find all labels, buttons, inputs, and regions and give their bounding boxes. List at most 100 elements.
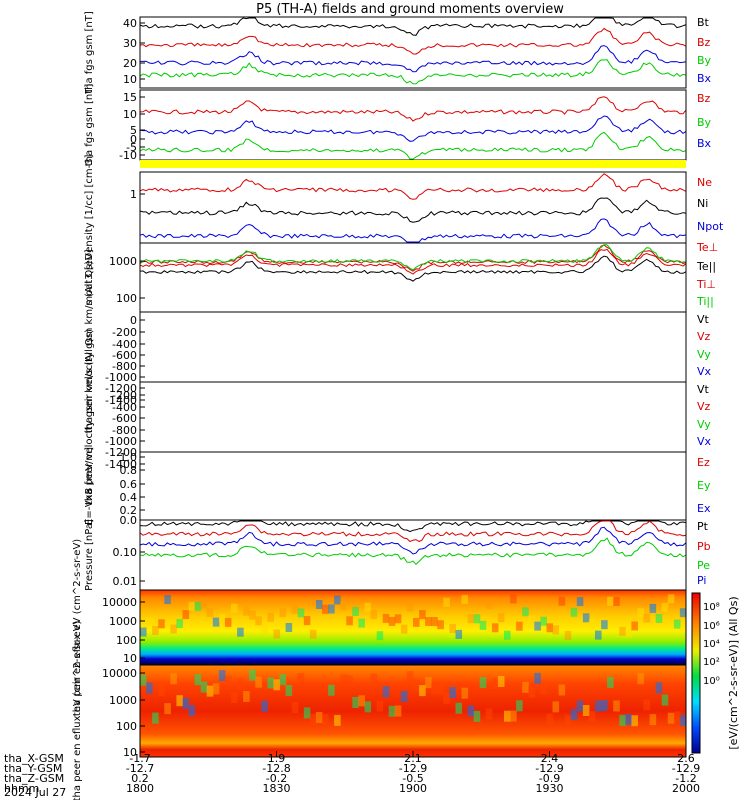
y-tick-label: 1000 bbox=[109, 255, 137, 268]
spectrogram-cell bbox=[261, 624, 268, 634]
y-axis-label: tha fgs gsm [nT] bbox=[84, 11, 95, 94]
trace-Bx bbox=[140, 45, 687, 73]
spectrogram-cell bbox=[613, 597, 620, 606]
spectrogram-cell bbox=[340, 674, 347, 686]
flag-bar bbox=[140, 160, 686, 168]
spectrogram-cell bbox=[297, 672, 305, 684]
legend-Ti||: Ti|| bbox=[696, 295, 714, 308]
y-tick-label: 10000 bbox=[102, 596, 137, 609]
spectrogram-cell bbox=[540, 683, 547, 695]
x-row-value: -12.8 bbox=[262, 762, 290, 775]
spectrogram-cell bbox=[158, 685, 165, 697]
spectrogram-cell bbox=[479, 677, 487, 688]
y-axis-label: tha peir velocity gsm km/s (All Qs) bbox=[84, 261, 95, 434]
spectrogram-cell bbox=[437, 683, 444, 695]
spectrogram-cell bbox=[340, 601, 347, 611]
trace-Ni bbox=[139, 197, 687, 223]
spectrogram-cell bbox=[237, 627, 244, 637]
spectrogram-cell bbox=[267, 612, 274, 622]
spectrogram-cell bbox=[619, 714, 626, 726]
panel-9: 10000 1000 100 10 tha peir en eflux eV (cm^2… bbox=[72, 539, 687, 716]
panel-2: 15 10 50-5-10 tha fgs gsm [nT] Bz By Bx bbox=[84, 84, 712, 167]
spectrogram-cell bbox=[479, 620, 487, 630]
y-tick-label: 1000 bbox=[109, 694, 137, 707]
spectrogram-cell bbox=[376, 700, 384, 712]
x-row-value: -12.7 bbox=[126, 762, 154, 775]
spectrogram-cell bbox=[152, 712, 159, 724]
spectrogram-cell bbox=[522, 681, 529, 693]
legend-Ni: Ni bbox=[697, 197, 708, 210]
trace-Pt bbox=[139, 520, 687, 533]
spectrogram-cell bbox=[315, 712, 323, 723]
legend-By: By bbox=[697, 54, 712, 67]
spectrogram-cell bbox=[237, 678, 244, 690]
spectrogram-cell bbox=[364, 602, 372, 612]
legend-Bt: Bt bbox=[697, 16, 710, 29]
y-tick-label: 10 bbox=[123, 73, 137, 86]
spectrogram-cell bbox=[661, 694, 669, 706]
legend-Npot: Npot bbox=[697, 220, 724, 233]
y-axis-label: tha peer en eflux eV (cm^2-s-sr-eV) bbox=[72, 621, 83, 800]
spectrogram-cell bbox=[595, 700, 602, 712]
spectrogram-cell bbox=[400, 624, 408, 634]
spectrogram-cell bbox=[601, 620, 608, 630]
colorbar-tick: 10⁶ bbox=[703, 621, 720, 632]
spectrogram-cell bbox=[546, 713, 554, 725]
spectrogram-cell bbox=[552, 701, 560, 713]
legend-Pt: Pt bbox=[697, 520, 709, 533]
spectrogram-cell bbox=[473, 614, 481, 624]
spectrogram-cell bbox=[328, 604, 335, 614]
spectrogram-cell bbox=[449, 624, 456, 634]
spectrogram-cell bbox=[485, 708, 493, 720]
x-row-value: -0.9 bbox=[539, 772, 560, 785]
spectrogram-cell bbox=[425, 677, 432, 689]
y-axis-label: moat3 [eV] bbox=[84, 249, 95, 305]
spectrogram-cell bbox=[394, 614, 402, 624]
y-tick-label: -400 bbox=[112, 338, 137, 351]
spectrogram-cell bbox=[176, 619, 183, 629]
spectrogram-cell bbox=[510, 594, 517, 604]
legend-Ez: Ez bbox=[697, 456, 710, 469]
y-tick-label: 10 bbox=[123, 746, 137, 759]
date-label: 2024 Jul 27 bbox=[4, 786, 66, 799]
trace-By bbox=[139, 59, 687, 85]
spectrogram-cell bbox=[346, 675, 353, 687]
spectrogram-cell bbox=[643, 699, 651, 711]
spectrogram-cell bbox=[382, 613, 390, 623]
y-tick-label: 20 bbox=[123, 57, 137, 70]
spectrogram-cell bbox=[243, 606, 250, 616]
spectrogram-cell bbox=[285, 623, 293, 632]
spectrogram-cell bbox=[504, 630, 511, 640]
y-tick-label: -1400 bbox=[105, 458, 137, 471]
spectrogram-cell bbox=[588, 619, 596, 629]
colorbar: 10⁸ 10⁶ 10⁴ 10² 10⁰ [eV/(cm^2-s-sr-eV)] (All… bbox=[691, 592, 740, 754]
legend-Vt: Vt bbox=[697, 383, 710, 396]
trace-Bz bbox=[139, 27, 687, 55]
spectrogram-cell bbox=[400, 691, 408, 702]
x-row-label: tha_Y-GSM bbox=[4, 762, 62, 775]
spectrogram-cell bbox=[497, 676, 505, 687]
panel-3: 1 Density [1/cc] [cm-3] Ne Ni Npot bbox=[84, 154, 724, 260]
spectrogram-cell bbox=[194, 674, 202, 686]
colorbar-tick: 10⁸ bbox=[703, 602, 720, 613]
legend-Bx: Bx bbox=[697, 72, 712, 85]
spectrogram-cell bbox=[576, 700, 584, 712]
spectrogram-cell bbox=[576, 597, 584, 607]
y-tick-label: -10 bbox=[119, 149, 137, 162]
x-row-value: -0.2 bbox=[266, 772, 287, 785]
x-row-value: -1.7 bbox=[129, 752, 150, 765]
spectrogram-cell bbox=[249, 610, 256, 620]
x-row-value: 2.4 bbox=[541, 752, 559, 765]
x-row-value: -12.9 bbox=[672, 762, 700, 775]
colorbar-gradient bbox=[691, 592, 701, 754]
y-tick-label: 0.6 bbox=[120, 478, 138, 491]
spectrogram-cell bbox=[546, 623, 554, 633]
spectrogram-cell bbox=[212, 683, 220, 695]
spectrogram-cell bbox=[649, 603, 657, 613]
spectrogram-cell bbox=[625, 713, 632, 725]
y-axis-label: Density [1/cc] [cm-3] bbox=[84, 154, 95, 260]
spectrogram-cell bbox=[255, 676, 262, 688]
y-tick-label: 1 bbox=[130, 188, 137, 201]
spectrogram-cell bbox=[267, 677, 274, 689]
y-tick-label: -1200 bbox=[105, 382, 137, 395]
